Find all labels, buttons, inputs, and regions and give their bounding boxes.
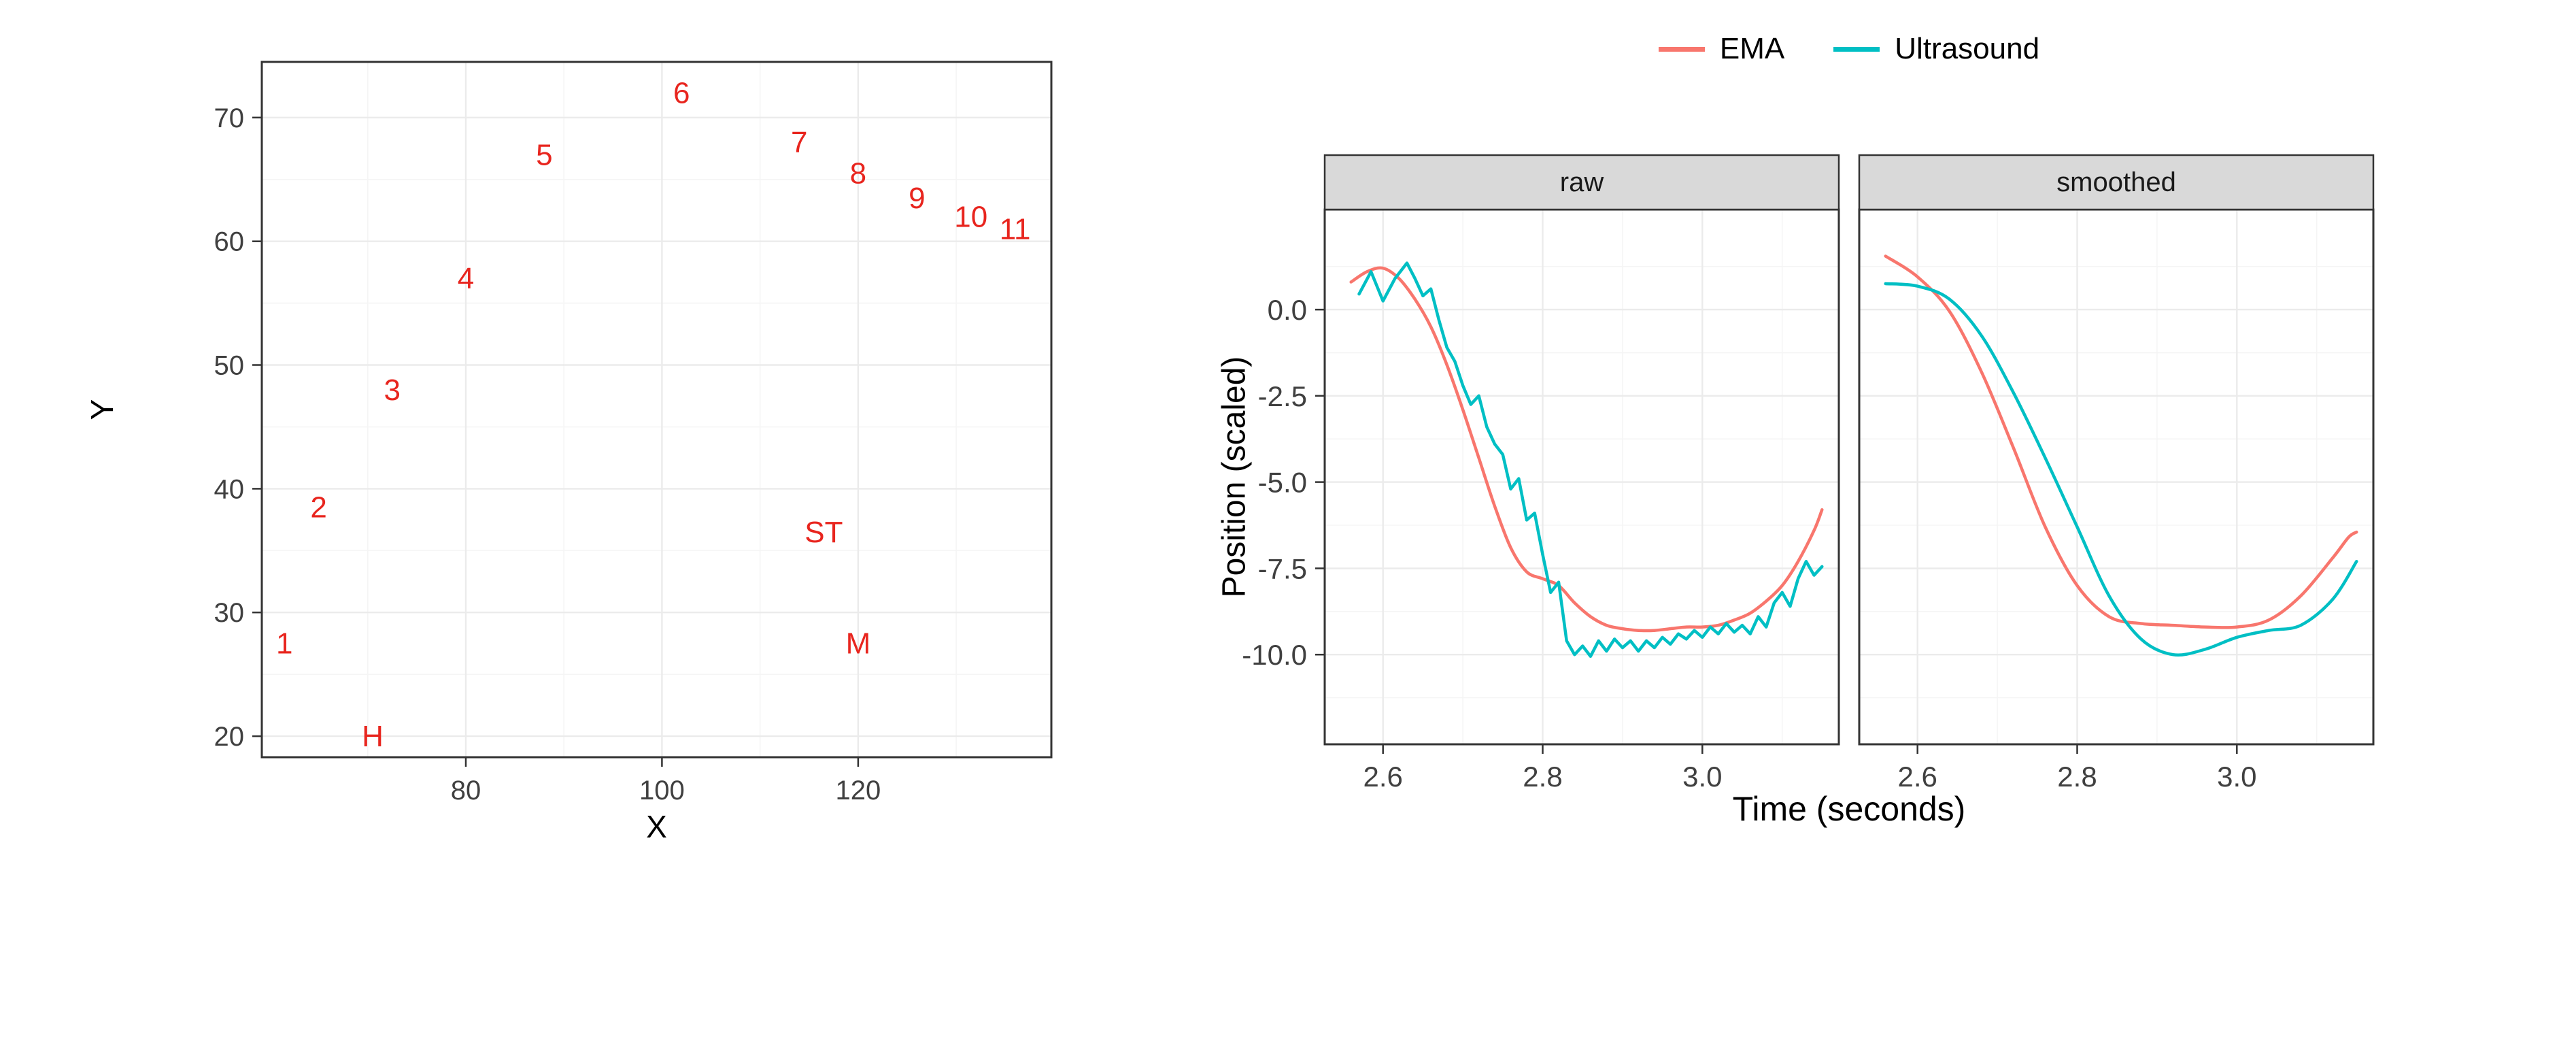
- point-label: 7: [791, 126, 807, 159]
- point-label: ST: [804, 516, 843, 549]
- y-tick-label: 70: [214, 103, 245, 133]
- point-label: 10: [954, 200, 987, 233]
- x-tick-label: 100: [639, 776, 685, 806]
- x-tick-label: 2.6: [1898, 761, 1937, 793]
- panel-border: [260, 61, 1053, 759]
- point-label: 4: [458, 262, 474, 295]
- x-tick-label: 120: [836, 776, 881, 806]
- y-tick-label: 20: [214, 722, 245, 752]
- point-label: 5: [536, 138, 552, 171]
- facet-strip: [1323, 154, 1840, 211]
- line-ultrasound-raw: [1357, 261, 1824, 658]
- facet-panel-raw: 2.6 2.8 3.0 0.0 -2.5 -5.0 -7.5 -10.0: [1242, 154, 1840, 793]
- legend-item-ema: EMA: [1658, 32, 1785, 66]
- y-tick-label: 60: [214, 227, 245, 257]
- panel-background: [1859, 210, 2373, 744]
- panel-background: [262, 62, 1051, 757]
- y-tick-label: 40: [214, 474, 245, 504]
- point-label: 11: [1000, 213, 1031, 246]
- line-ema-smoothed: [1884, 254, 2358, 629]
- point-label: 8: [850, 157, 866, 190]
- series-lines: [1884, 254, 2358, 657]
- panel-background: [1325, 210, 1839, 744]
- y-tick-label: 50: [214, 351, 245, 381]
- y-tick-label: -7.5: [1258, 552, 1307, 584]
- point-label: H: [362, 720, 384, 753]
- point-label: 2: [310, 491, 326, 525]
- point-label: M: [846, 627, 871, 661]
- legend-label-ultrasound: Ultrasound: [1895, 32, 2040, 65]
- y-tick-label: -10.0: [1242, 639, 1307, 671]
- y-tick-label: -2.5: [1258, 380, 1307, 412]
- legend-label-ema: EMA: [1719, 32, 1785, 65]
- y-tick-label: -5.0: [1258, 467, 1307, 499]
- legend: EMA Ultrasound: [1325, 27, 2373, 71]
- facet-panel-smoothed: 2.6 2.8 3.0: [1858, 154, 2375, 793]
- timeseries-x-axis-title: Time (seconds): [1732, 790, 1966, 828]
- scatter-y-axis-title: Y: [84, 399, 120, 420]
- timeseries-y-axis-title: Position (scaled): [1216, 356, 1253, 598]
- x-tick-label: 2.8: [2057, 761, 2097, 793]
- line-ema-raw: [1349, 266, 1824, 633]
- facet-label-raw: raw: [1559, 167, 1604, 197]
- y-tick-label: 30: [214, 598, 245, 628]
- x-tick-label: 3.0: [2217, 761, 2256, 793]
- series-lines: [1349, 261, 1824, 658]
- legend-item-ultrasound: Ultrasound: [1833, 32, 2039, 66]
- x-tick-label: 80: [451, 776, 481, 806]
- scatter-x-axis-title: X: [646, 809, 667, 844]
- point-label: 3: [384, 374, 401, 407]
- facet-label-smoothed: smoothed: [2056, 167, 2176, 197]
- x-tick-label: 2.6: [1363, 761, 1403, 793]
- point-label: 9: [909, 182, 925, 215]
- line-ultrasound-smoothed: [1884, 282, 2358, 657]
- x-tick-label: 2.8: [1523, 761, 1562, 793]
- ultrasound-line-key-icon: [1833, 46, 1880, 52]
- y-tick-label: 0.0: [1268, 294, 1307, 326]
- point-label: 6: [673, 77, 690, 110]
- point-label: 1: [276, 627, 292, 661]
- scatter-plot: 1 2 3 4 5 6 7 8 9 10 11 H ST M 80 100 120 20 30 40 50 60 70: [214, 61, 1053, 806]
- ema-line-key-icon: [1658, 46, 1705, 52]
- facet-strip: [1858, 154, 2375, 211]
- x-tick-label: 3.0: [1682, 761, 1722, 793]
